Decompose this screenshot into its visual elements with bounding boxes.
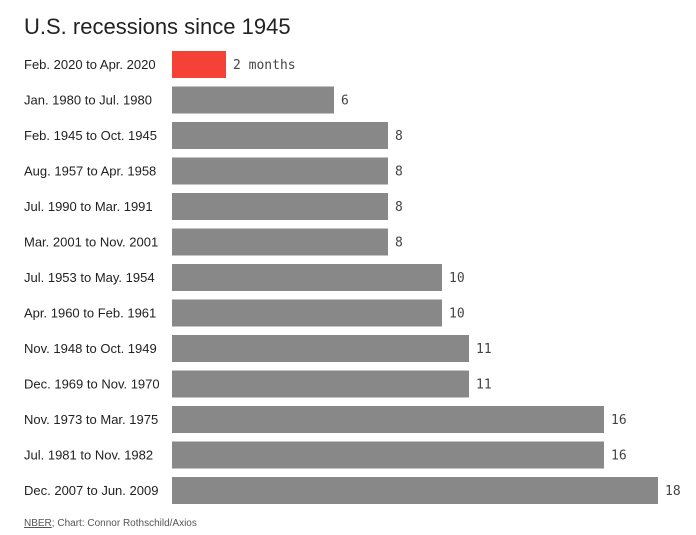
value-label: 6 bbox=[341, 94, 349, 109]
value-label: 8 bbox=[395, 236, 403, 251]
bar bbox=[172, 441, 604, 469]
value-label: 16 bbox=[611, 449, 627, 464]
bar bbox=[172, 157, 388, 185]
value-label: 2 months bbox=[233, 58, 296, 73]
bar bbox=[172, 406, 604, 433]
bar-chart: Feb. 2020 to Apr. 2020 2 months Jan. 1980 … bbox=[24, 51, 681, 504]
bar bbox=[172, 299, 442, 327]
category-label: Jul. 1953 to May. 1954 bbox=[24, 270, 155, 285]
bar bbox=[172, 51, 226, 78]
category-label: Jul. 1990 to Mar. 1991 bbox=[24, 199, 153, 214]
source-note: NBER; Chart: Connor Rothschild/Axios bbox=[24, 518, 197, 529]
bar bbox=[172, 193, 388, 220]
value-label: 8 bbox=[395, 165, 403, 180]
category-label: Dec. 1969 to Nov. 1970 bbox=[24, 377, 160, 392]
value-label: 11 bbox=[476, 342, 492, 357]
bar bbox=[172, 370, 469, 398]
category-label: Feb. 2020 to Apr. 2020 bbox=[24, 57, 156, 72]
category-label: Feb. 1945 to Oct. 1945 bbox=[24, 128, 157, 143]
value-label: 10 bbox=[449, 307, 465, 322]
source-link[interactable]: NBER bbox=[24, 518, 52, 529]
category-label: Mar. 2001 to Nov. 2001 bbox=[24, 235, 158, 250]
source-credit: ; Chart: Connor Rothschild/Axios bbox=[51, 518, 197, 529]
bar bbox=[172, 86, 334, 114]
category-label: Apr. 1960 to Feb. 1961 bbox=[24, 306, 156, 321]
category-label: Aug. 1957 to Apr. 1958 bbox=[24, 164, 156, 179]
chart-title: U.S. recessions since 1945 bbox=[24, 14, 291, 39]
category-label: Jul. 1981 to Nov. 1982 bbox=[24, 448, 153, 463]
value-label: 18 bbox=[665, 484, 681, 499]
bar bbox=[172, 477, 658, 504]
value-label: 8 bbox=[395, 200, 403, 215]
value-label: 10 bbox=[449, 271, 465, 286]
bar bbox=[172, 264, 442, 291]
category-label: Nov. 1948 to Oct. 1949 bbox=[24, 341, 157, 356]
value-label: 8 bbox=[395, 129, 403, 144]
value-label: 16 bbox=[611, 413, 627, 428]
bar bbox=[172, 335, 469, 362]
category-label: Nov. 1973 to Mar. 1975 bbox=[24, 412, 158, 427]
bar bbox=[172, 228, 388, 256]
category-label: Dec. 2007 to Jun. 2009 bbox=[24, 483, 158, 498]
value-label: 11 bbox=[476, 378, 492, 393]
category-label: Jan. 1980 to Jul. 1980 bbox=[24, 93, 152, 108]
bar bbox=[172, 122, 388, 149]
